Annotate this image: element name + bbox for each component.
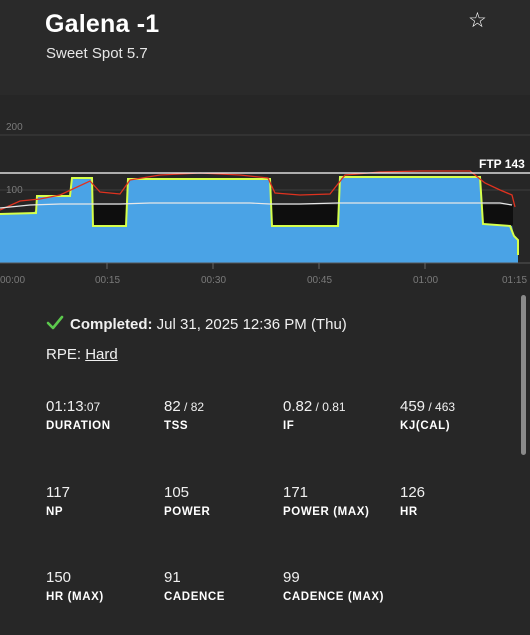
x-tick-label: 01:15 xyxy=(502,275,527,286)
completed-label: Completed: xyxy=(70,316,153,333)
power-black-dip xyxy=(272,205,338,226)
scrollbar[interactable] xyxy=(521,295,526,455)
y-tick-100: 100 xyxy=(6,185,23,196)
power-chart[interactable]: 200 100 FTP 143 00:00 00:15 00:30 00:45 … xyxy=(0,95,530,290)
stat-value: 117 xyxy=(46,484,70,501)
completed-line: Completed: Jul 31, 2025 12:36 PM (Thu) xyxy=(70,316,347,333)
workout-header: Galena -1 Sweet Spot 5.7 ☆ xyxy=(0,0,530,95)
stat-hr-max: 150 HR (MAX) xyxy=(46,569,104,603)
stat-subvalue: :07 xyxy=(83,400,101,414)
x-tick-label: 00:30 xyxy=(201,275,226,286)
completed-date: Jul 31, 2025 12:36 PM (Thu) xyxy=(152,316,347,333)
stat-hr: 126 HR xyxy=(400,484,425,518)
stat-power-max: 171 POWER (MAX) xyxy=(283,484,369,518)
checkmark-icon xyxy=(46,315,64,330)
rpe-label: RPE: xyxy=(46,346,86,363)
stat-value: 171 xyxy=(283,484,309,501)
workout-title: Galena -1 xyxy=(45,10,160,38)
stat-label: KJ(CAL) xyxy=(400,420,451,432)
stat-value: 99 xyxy=(283,569,300,586)
stat-duration: 01:13:07 DURATION xyxy=(46,398,111,432)
stat-value: 150 xyxy=(46,569,72,586)
stat-label: POWER (MAX) xyxy=(283,506,370,518)
workout-details: Completed: Jul 31, 2025 12:36 PM (Thu) R… xyxy=(0,290,530,635)
stat-tss: 82 / 82 TSS xyxy=(164,398,204,432)
stat-value: 126 xyxy=(400,484,426,501)
power-black-dip xyxy=(93,205,126,226)
stat-subvalue: / 463 xyxy=(425,400,456,414)
ftp-label: FTP 143 xyxy=(479,157,525,171)
stat-kj: 459 / 463 KJ(CAL) xyxy=(400,398,455,432)
stat-power: 105 POWER xyxy=(164,484,210,518)
cadence-line xyxy=(0,202,513,209)
stat-if: 0.82 / 0.81 IF xyxy=(283,398,346,432)
stat-subvalue: / 0.81 xyxy=(312,400,346,414)
x-tick-label: 01:00 xyxy=(413,275,438,286)
stat-value: 82 xyxy=(164,398,181,415)
power-black-dip xyxy=(483,205,513,225)
x-tick-label: 00:45 xyxy=(307,275,332,286)
rpe-line: RPE: Hard xyxy=(46,346,118,363)
stat-label: CADENCE (MAX) xyxy=(283,591,385,603)
stat-cadence-max: 99 CADENCE (MAX) xyxy=(283,569,384,603)
y-tick-200: 200 xyxy=(6,122,23,133)
x-tick-label: 00:00 xyxy=(0,275,25,286)
target-power-line xyxy=(0,176,519,255)
rpe-value-link[interactable]: Hard xyxy=(85,346,118,363)
stat-label: TSS xyxy=(164,420,189,432)
stat-subvalue: / 82 xyxy=(180,400,205,414)
stat-label: DURATION xyxy=(46,420,111,432)
stat-label: NP xyxy=(46,506,64,518)
stat-label: CADENCE xyxy=(164,591,226,603)
stat-np: 117 NP xyxy=(46,484,70,518)
stat-value: 105 xyxy=(164,484,190,501)
power-area xyxy=(0,177,518,263)
star-icon[interactable]: ☆ xyxy=(468,9,487,32)
workout-subtitle: Sweet Spot 5.7 xyxy=(46,45,148,62)
x-tick-label: 00:15 xyxy=(95,275,120,286)
stat-label: POWER xyxy=(164,506,211,518)
stat-value: 0.82 xyxy=(283,398,313,415)
stat-value: 01:13 xyxy=(46,398,84,415)
stat-value: 459 xyxy=(400,398,426,415)
stat-label: HR (MAX) xyxy=(46,591,104,603)
stat-label: IF xyxy=(283,420,295,432)
stat-label: HR xyxy=(400,506,418,518)
stat-cadence: 91 CADENCE xyxy=(164,569,225,603)
stat-value: 91 xyxy=(164,569,181,586)
